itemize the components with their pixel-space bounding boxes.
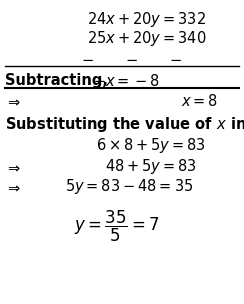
Text: $\Rightarrow$: $\Rightarrow$ <box>5 179 21 195</box>
Text: $5y=83-48=35$: $5y=83-48=35$ <box>65 178 193 196</box>
Text: $\Rightarrow$: $\Rightarrow$ <box>5 159 21 174</box>
Text: $x=8$: $x=8$ <box>182 93 219 109</box>
Text: $-$: $-$ <box>169 51 182 66</box>
Text: $y=\dfrac{35}{5}=7$: $y=\dfrac{35}{5}=7$ <box>74 209 160 244</box>
Text: Subtracting,: Subtracting, <box>5 73 108 88</box>
Text: $\Rightarrow$: $\Rightarrow$ <box>5 93 21 109</box>
Text: $-$: $-$ <box>125 51 138 66</box>
Text: $-x=-8$: $-x=-8$ <box>93 73 160 88</box>
Text: $6\times8+5y=83$: $6\times8+5y=83$ <box>96 136 206 155</box>
Text: $48+5y=83$: $48+5y=83$ <box>105 157 197 176</box>
Text: $-$: $-$ <box>81 51 94 66</box>
Text: $24x+20y=332$: $24x+20y=332$ <box>87 10 206 29</box>
Text: $25x+20y=340$: $25x+20y=340$ <box>87 29 206 48</box>
Text: Substituting the value of $x$ in $(i)$: Substituting the value of $x$ in $(i)$ <box>5 115 244 134</box>
